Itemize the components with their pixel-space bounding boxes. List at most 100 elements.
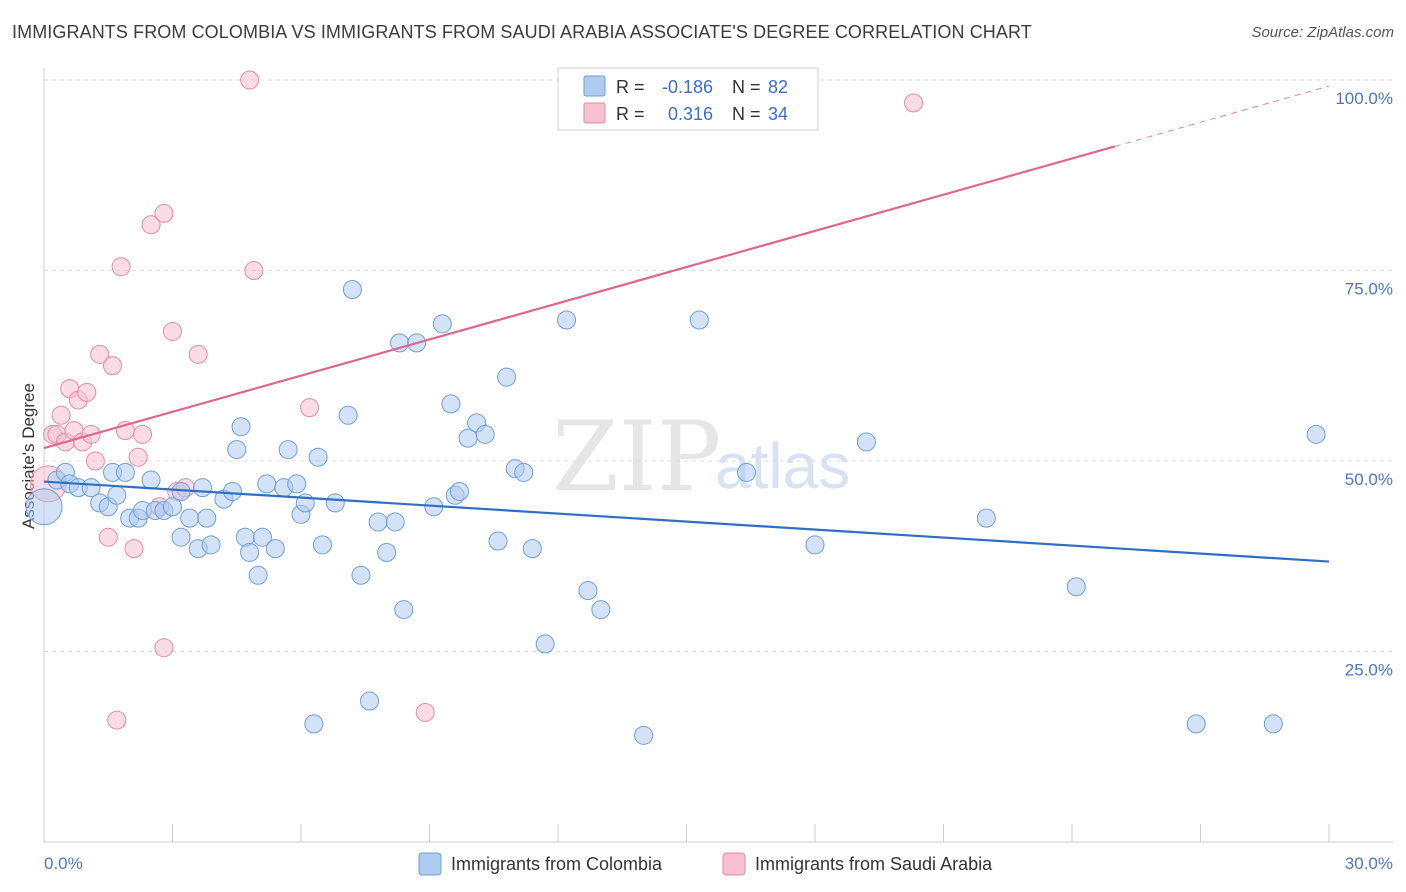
correlation-legend: R = -0.186 N = 82 R = 0.316 N = 34 — [557, 67, 819, 131]
series-legend-label-colombia: Immigrants from Colombia — [451, 854, 663, 874]
point-saudi-arabia — [98, 527, 118, 547]
point-saudi-arabia — [133, 424, 153, 444]
point-saudi-arabia — [240, 70, 260, 90]
point-colombia — [591, 600, 611, 620]
point-colombia — [578, 581, 598, 601]
point-colombia — [192, 478, 212, 498]
point-colombia — [805, 535, 825, 555]
legend-n-label-colombia: N = — [732, 77, 761, 97]
point-colombia — [394, 600, 414, 620]
point-colombia — [325, 493, 345, 513]
point-colombia — [25, 488, 63, 526]
point-colombia — [514, 462, 534, 482]
point-colombia — [351, 565, 371, 585]
point-colombia — [377, 542, 397, 562]
point-colombia — [338, 405, 358, 425]
point-colombia — [1306, 424, 1326, 444]
point-colombia — [634, 725, 654, 745]
legend-n-label-saudi-arabia: N = — [732, 104, 761, 124]
series-saudi-arabia-points — [29, 70, 924, 730]
point-saudi-arabia — [85, 451, 105, 471]
y-tick-label: 25.0% — [1345, 661, 1393, 680]
series-legend-swatch-colombia — [418, 852, 442, 876]
point-colombia — [689, 310, 709, 330]
point-saudi-arabia — [103, 356, 123, 376]
point-colombia — [368, 512, 388, 532]
point-colombia — [257, 474, 277, 494]
legend-r-value-colombia: -0.186 — [662, 77, 713, 97]
point-saudi-arabia — [141, 215, 161, 235]
trendlines — [43, 85, 1330, 563]
point-colombia — [856, 432, 876, 452]
point-colombia — [163, 497, 182, 517]
point-colombia — [488, 531, 508, 551]
y-axis-tick-labels: 25.0% 50.0% 75.0% 100.0% — [1335, 89, 1393, 680]
point-colombia — [171, 527, 191, 547]
point-colombia — [252, 527, 272, 547]
point-colombia — [976, 508, 996, 528]
trendline-saudi-arabia-extension — [1114, 85, 1330, 147]
trendline-colombia — [43, 480, 1330, 563]
point-colombia — [360, 691, 380, 711]
chart-title: IMMIGRANTS FROM COLOMBIA VS IMMIGRANTS F… — [12, 22, 1032, 42]
point-saudi-arabia — [124, 539, 144, 559]
point-colombia — [308, 447, 328, 467]
point-colombia — [231, 417, 251, 437]
trendline-saudi-arabia — [43, 145, 1116, 450]
watermark-zip: ZIP — [552, 401, 721, 513]
point-colombia — [278, 440, 298, 460]
y-tick-label: 75.0% — [1345, 280, 1393, 299]
point-colombia — [265, 539, 285, 559]
point-colombia — [201, 535, 221, 555]
point-colombia — [197, 508, 217, 528]
point-colombia — [342, 280, 362, 300]
point-colombia — [475, 424, 495, 444]
legend-swatch-saudi-arabia — [583, 102, 606, 124]
watermark-atlas: atlas — [715, 430, 850, 502]
point-colombia — [557, 310, 577, 330]
point-colombia — [222, 481, 242, 501]
point-saudi-arabia — [415, 702, 435, 722]
point-colombia — [736, 462, 756, 482]
point-colombia — [312, 535, 332, 555]
point-colombia — [115, 462, 135, 482]
point-saudi-arabia — [77, 382, 97, 402]
point-colombia — [385, 512, 405, 532]
point-saudi-arabia — [154, 203, 174, 223]
point-saudi-arabia — [904, 93, 924, 113]
series-legend-label-saudi-arabia: Immigrants from Saudi Arabia — [755, 854, 993, 874]
legend-n-value-colombia: 82 — [768, 77, 788, 97]
point-saudi-arabia — [111, 257, 131, 277]
watermark: ZIP atlas — [552, 401, 850, 513]
x-tick-label-max: 30.0% — [1345, 854, 1393, 873]
point-colombia — [141, 470, 161, 490]
point-colombia — [287, 474, 307, 494]
legend-n-value-saudi-arabia: 34 — [768, 104, 788, 124]
point-colombia — [522, 539, 542, 559]
series-legend: Immigrants from Colombia Immigrants from… — [418, 852, 993, 876]
point-saudi-arabia — [188, 344, 208, 364]
point-colombia — [1066, 577, 1086, 597]
point-saudi-arabia — [154, 638, 174, 658]
axes — [43, 68, 1393, 843]
x-axis-ticks — [43, 824, 1330, 842]
point-saudi-arabia — [163, 321, 182, 341]
point-colombia — [449, 481, 469, 501]
x-tick-label-min: 0.0% — [44, 854, 83, 873]
legend-r-label-saudi-arabia: R = — [616, 104, 645, 124]
point-colombia — [180, 508, 200, 528]
point-colombia — [1263, 714, 1283, 734]
point-saudi-arabia — [128, 447, 148, 467]
legend-r-value-saudi-arabia: 0.316 — [668, 104, 713, 124]
gridlines — [44, 79, 1393, 652]
point-colombia — [535, 634, 555, 654]
point-colombia — [497, 367, 517, 387]
point-colombia — [248, 565, 268, 585]
point-colombia — [240, 542, 260, 562]
point-colombia — [304, 714, 324, 734]
point-saudi-arabia — [300, 398, 320, 418]
point-colombia — [1186, 714, 1206, 734]
legend-swatch-colombia — [583, 75, 606, 97]
point-colombia — [441, 394, 461, 414]
